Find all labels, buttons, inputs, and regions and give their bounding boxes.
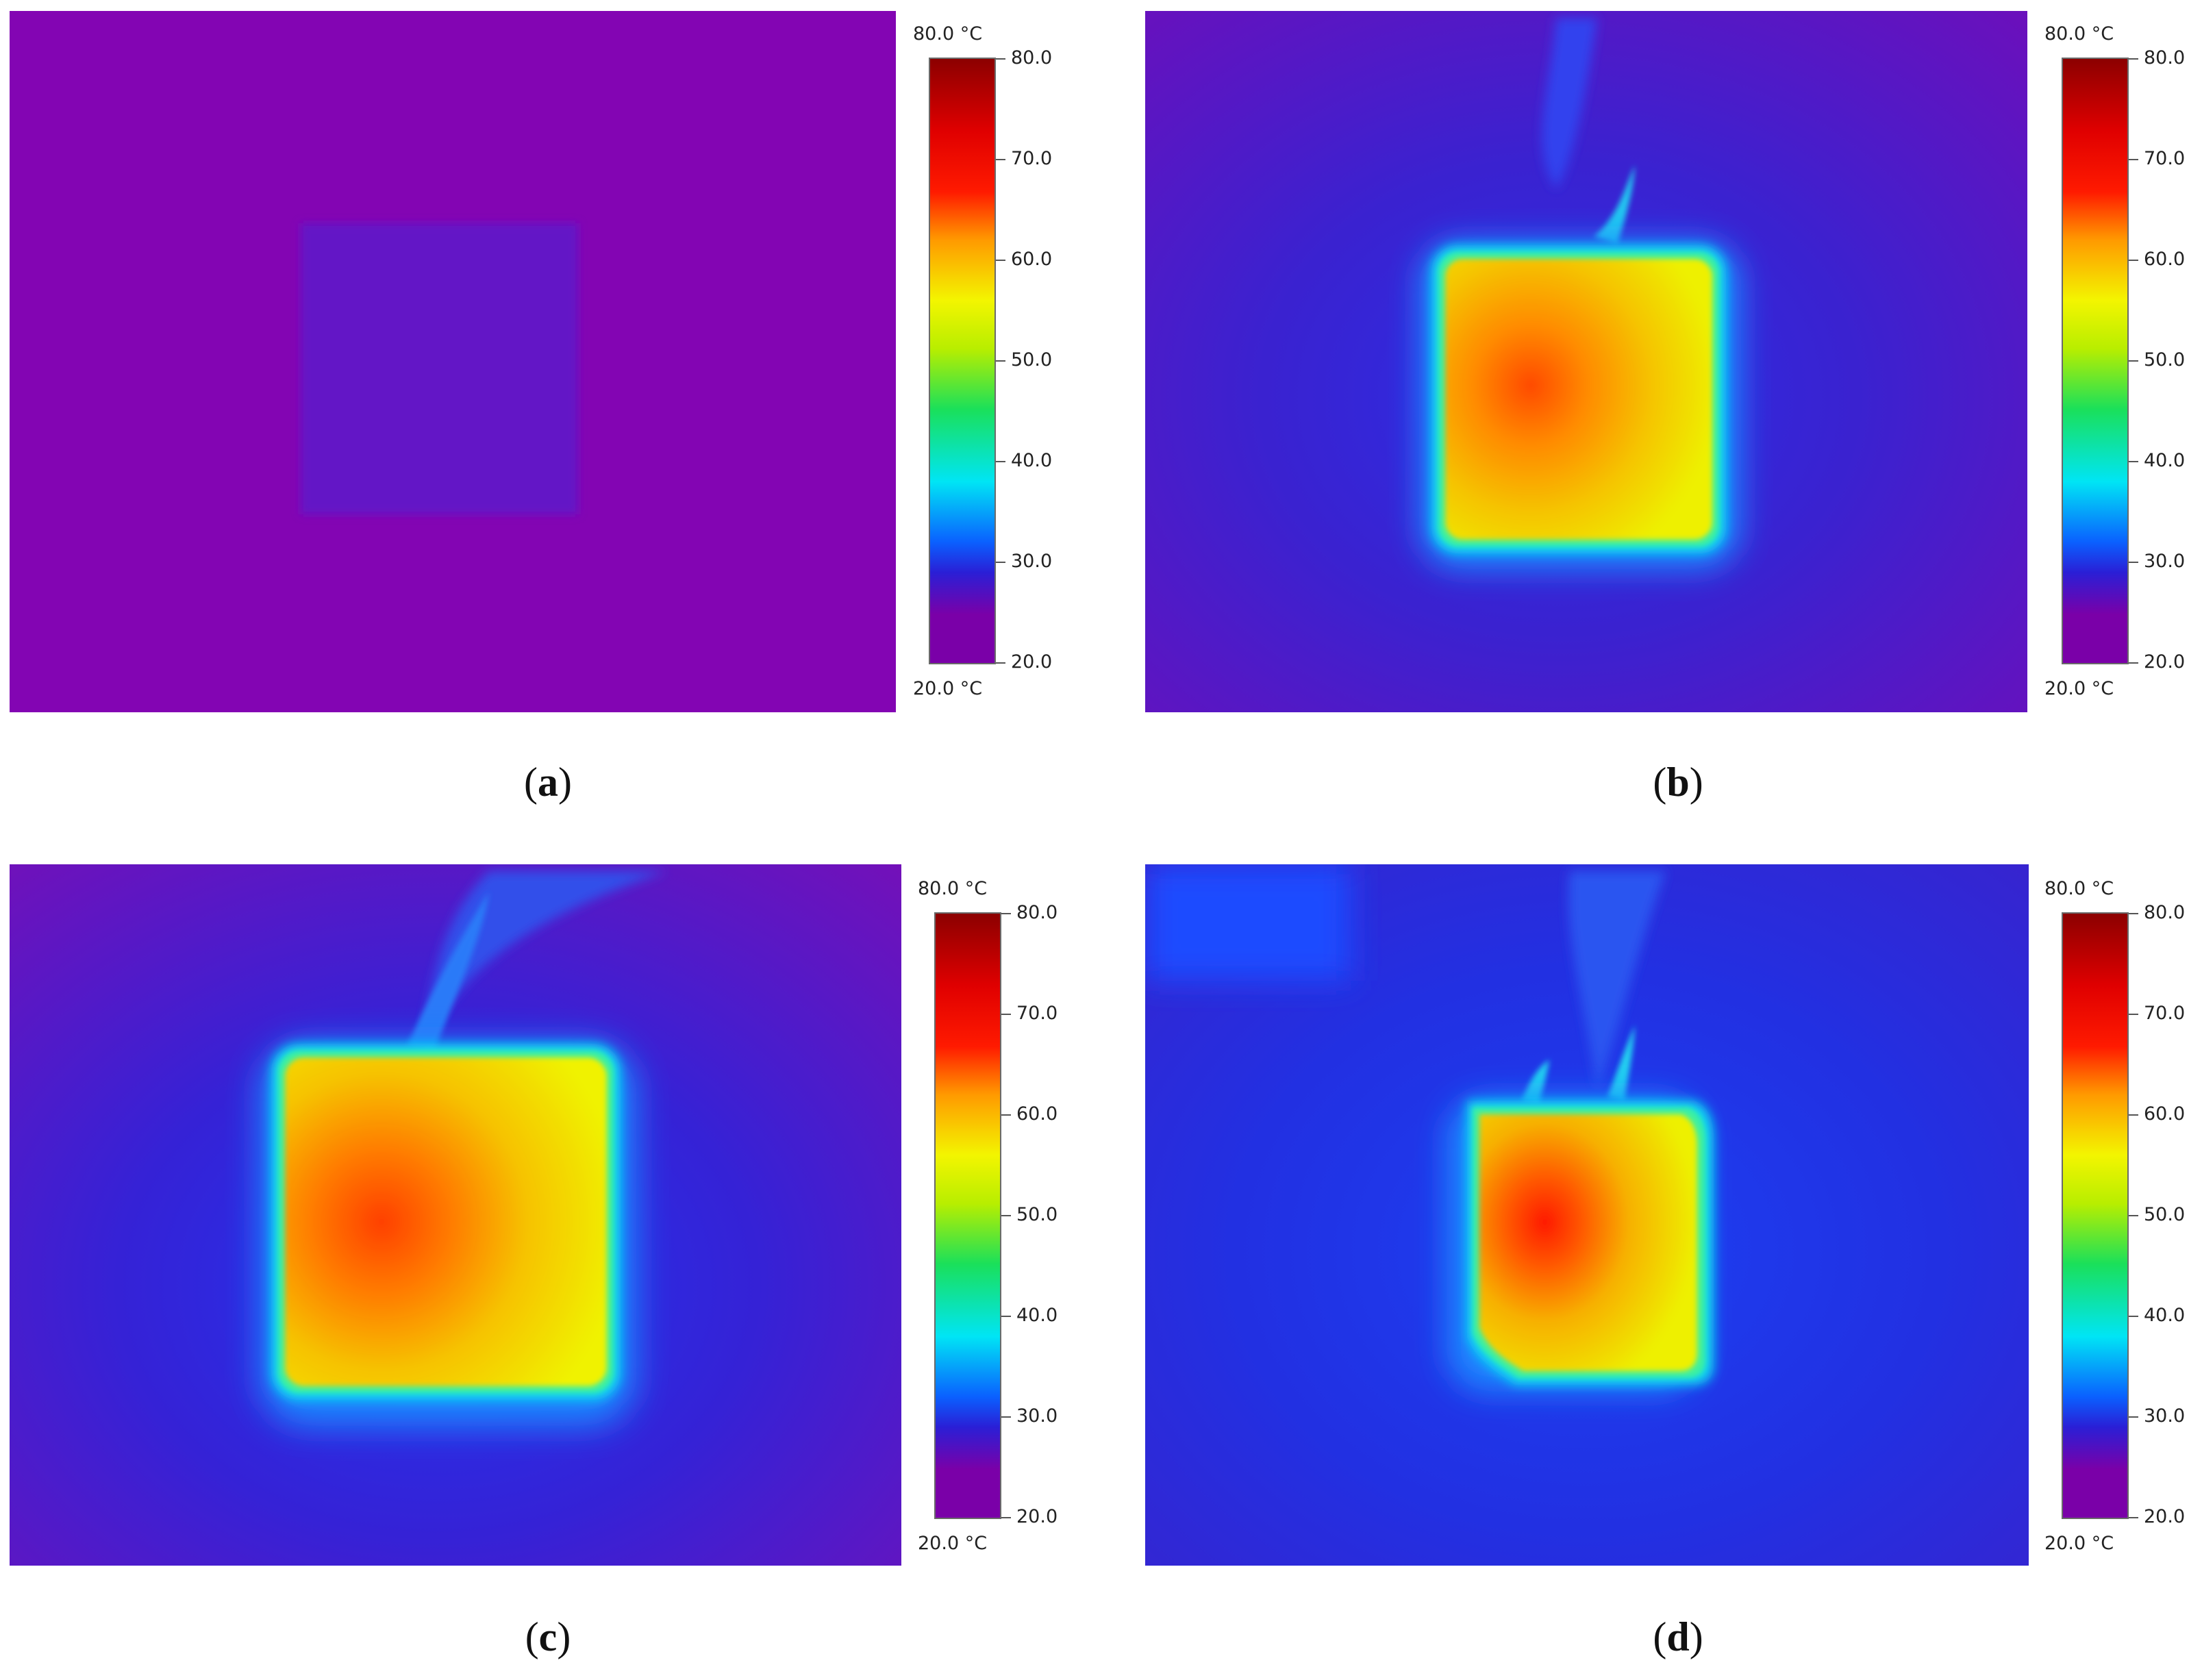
scale-top-label: 80.0 °C — [2044, 878, 2114, 899]
color-scale-bar: 80.0 70.0 60.0 50.0 40.0 30.0 20.0 — [2062, 47, 2185, 673]
tick-label: 20.0 — [2144, 1506, 2186, 1527]
tick-label: 40.0 — [1016, 1305, 1058, 1326]
tick-label: 20.0 — [2144, 651, 2186, 673]
tick-label: 70.0 — [2144, 1003, 2186, 1024]
tick-label: 70.0 — [1011, 148, 1053, 169]
tick-label: 40.0 — [2144, 1305, 2186, 1326]
tick-label: 20.0 — [1016, 1506, 1058, 1527]
scale-bottom-label: 20.0 °C — [2044, 678, 2114, 699]
tick-label: 80.0 — [2144, 47, 2186, 68]
tick-label: 80.0 — [2144, 902, 2186, 923]
scale-bottom-label: 20.0 °C — [913, 678, 983, 699]
tick-label: 80.0 — [1011, 47, 1053, 68]
thermal-image-d — [1145, 864, 2029, 1566]
color-scale-bar: 80.0 70.0 60.0 50.0 40.0 30.0 20.0 — [929, 47, 1052, 673]
tick-label: 50.0 — [2144, 349, 2186, 371]
scale-top-label: 80.0 °C — [918, 878, 988, 899]
thermal-image-b — [1145, 11, 2027, 712]
tick-label: 60.0 — [1011, 249, 1053, 270]
color-scale-bar: 80.0 70.0 60.0 50.0 40.0 30.0 20.0 — [934, 902, 1058, 1527]
tick-label: 20.0 — [1011, 651, 1053, 673]
tick-label: 40.0 — [2144, 450, 2186, 471]
tick-label: 30.0 — [1016, 1405, 1058, 1427]
tick-label: 60.0 — [2144, 249, 2186, 270]
tick-label: 60.0 — [1016, 1103, 1058, 1125]
panel-caption: (b) — [1653, 760, 1703, 805]
tick-label: 40.0 — [1011, 450, 1053, 471]
tick-label: 50.0 — [1016, 1204, 1058, 1225]
tick-label: 50.0 — [1011, 349, 1053, 371]
scale-top-label: 80.0 °C — [2044, 23, 2114, 45]
tick-label: 80.0 — [1016, 902, 1058, 923]
scale-bottom-label: 20.0 °C — [2044, 1533, 2114, 1554]
tick-label: 30.0 — [2144, 551, 2186, 572]
scale-bottom-label: 20.0 °C — [918, 1533, 988, 1554]
tick-label: 50.0 — [2144, 1204, 2186, 1225]
tick-label: 30.0 — [2144, 1405, 2186, 1427]
tick-label: 30.0 — [1011, 551, 1053, 572]
panel-caption: (a) — [524, 760, 572, 805]
tick-label: 70.0 — [1016, 1003, 1058, 1024]
color-scale-bar: 80.0 70.0 60.0 50.0 40.0 30.0 20.0 — [2062, 902, 2185, 1527]
panel-caption: (c) — [525, 1614, 571, 1659]
thermal-image-a — [10, 11, 896, 712]
tick-label: 70.0 — [2144, 148, 2186, 169]
thermal-image-c — [10, 864, 901, 1566]
tick-label: 60.0 — [2144, 1103, 2186, 1125]
scale-top-label: 80.0 °C — [913, 23, 983, 45]
panel-caption: (d) — [1653, 1614, 1703, 1659]
